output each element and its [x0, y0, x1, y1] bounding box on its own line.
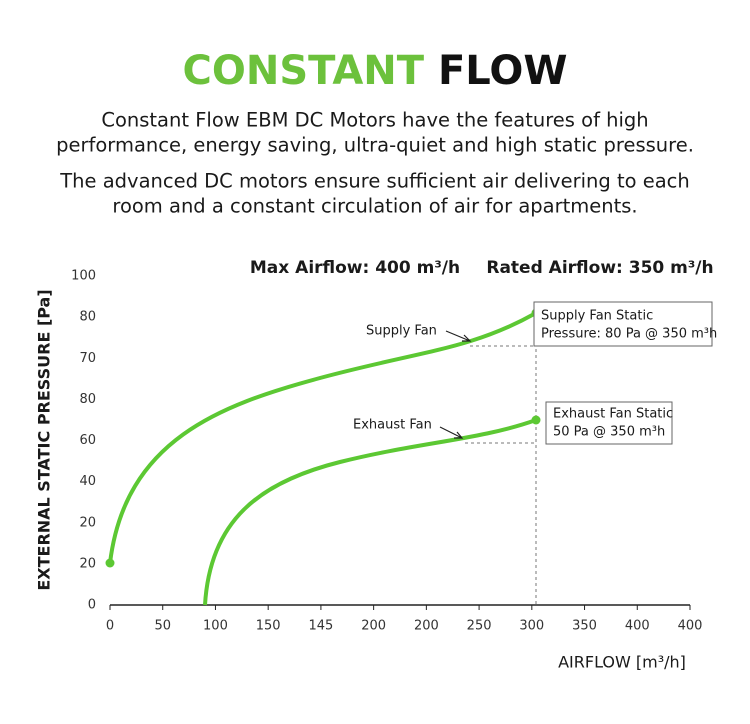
curve-label: Exhaust Fan — [353, 418, 432, 433]
paragraph-line: room and a constant circulation of air f… — [112, 195, 637, 218]
x-tick-label: 300 — [519, 619, 544, 634]
x-axis-title: AIRFLOW [m³/h] — [558, 653, 686, 672]
y-tick-label: 70 — [79, 351, 96, 366]
callout-text: Supply Fan Static — [541, 309, 653, 324]
y-tick-label: 80 — [79, 310, 96, 325]
paragraph-line: performance, energy saving, ultra-quiet … — [56, 134, 694, 157]
curve-label: Supply Fan — [366, 324, 437, 339]
exhaust-curve — [203, 418, 537, 606]
title-accent: CONSTANT — [183, 48, 425, 94]
callout-text: 50 Pa @ 350 m³h — [553, 425, 665, 440]
y-tick-label: 20 — [79, 556, 96, 571]
y-tick-label: 40 — [79, 474, 96, 489]
y-tick-label: 80 — [79, 392, 96, 407]
callout-box — [533, 301, 713, 347]
header: Rated Airflow: 350 m³/h — [486, 258, 713, 278]
x-tick-label: 250 — [467, 619, 492, 634]
callout-box — [545, 401, 673, 445]
supply-curve — [108, 311, 537, 564]
ticks: 0 20 20 40 60 80 70 80 100 0 50 100 150 145 200 200 250 3… — [71, 269, 702, 634]
x-tick-label: 145 — [308, 619, 333, 634]
y-axis-title: EXTERNAL STATIC PRESSURE [Pa] — [35, 289, 54, 590]
x-tick-label: 350 — [572, 619, 597, 634]
x-tick-label: 400 — [678, 619, 703, 634]
paragraph-line: The advanced DC motors ensure sufficient… — [59, 170, 690, 193]
header: Max Airflow: 400 m³/h — [250, 258, 460, 278]
y-tick-label: 20 — [79, 515, 96, 530]
callout-text: Pressure: 80 Pa @ 350 m³h — [541, 327, 717, 342]
title-rest: FLOW — [438, 48, 568, 94]
paragraph-line: Constant Flow EBM DC Motors have the fea… — [101, 109, 648, 132]
y-tick-label: 100 — [71, 269, 96, 284]
x-tick-label: 200 — [361, 619, 386, 634]
x-tick-label: 400 — [625, 619, 650, 634]
x-tick-label: 150 — [256, 619, 281, 634]
arrow — [439, 426, 464, 439]
title: CONSTANT FLOW — [183, 48, 568, 94]
x-tick-label: 50 — [154, 619, 171, 634]
y-tick-label: 0 — [88, 598, 96, 613]
x-tick-label: 0 — [106, 619, 114, 634]
x-tick-label: 200 — [414, 619, 439, 634]
arrow — [445, 330, 472, 342]
title-space — [424, 48, 438, 94]
point — [105, 558, 115, 568]
x-tick-label: 100 — [203, 619, 228, 634]
y-tick-label: 60 — [79, 433, 96, 448]
point — [531, 415, 541, 425]
callout-text: Exhaust Fan Static — [553, 407, 673, 422]
